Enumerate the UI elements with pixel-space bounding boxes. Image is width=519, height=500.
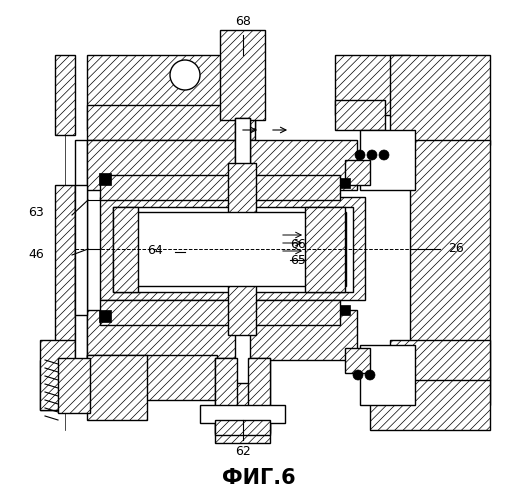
Bar <box>87 140 357 190</box>
Circle shape <box>379 150 389 160</box>
Bar <box>340 305 350 315</box>
Bar <box>87 355 217 400</box>
Bar <box>87 55 255 130</box>
Text: 64: 64 <box>147 244 163 256</box>
Bar <box>40 340 75 410</box>
Circle shape <box>353 370 363 380</box>
Bar <box>335 100 385 130</box>
Text: 63: 63 <box>28 206 44 218</box>
Circle shape <box>365 370 375 380</box>
Bar <box>248 358 270 433</box>
Bar <box>55 55 75 135</box>
Bar <box>55 185 75 360</box>
Bar <box>118 212 346 286</box>
Bar <box>360 130 415 190</box>
Text: 46: 46 <box>28 248 44 262</box>
Bar <box>113 207 353 292</box>
Bar <box>99 173 111 185</box>
Bar <box>215 358 237 433</box>
Bar <box>228 285 256 335</box>
Bar <box>345 348 370 373</box>
Bar <box>305 207 345 292</box>
Text: 26: 26 <box>448 242 464 256</box>
Bar <box>215 358 270 443</box>
Bar <box>100 300 340 325</box>
Bar <box>340 178 350 188</box>
Bar <box>228 163 256 213</box>
Text: 65: 65 <box>290 254 306 266</box>
Circle shape <box>355 150 365 160</box>
Circle shape <box>170 60 200 90</box>
Bar <box>113 207 138 292</box>
Bar <box>100 197 365 300</box>
Bar <box>215 420 270 435</box>
Bar <box>58 358 90 413</box>
Bar <box>220 30 265 120</box>
Bar <box>87 310 357 360</box>
Text: 68: 68 <box>235 15 251 28</box>
Bar <box>410 140 490 380</box>
Circle shape <box>367 150 377 160</box>
Bar <box>235 118 250 383</box>
Text: ФИГ.6: ФИГ.6 <box>222 468 296 488</box>
Bar <box>87 105 255 140</box>
Bar <box>360 345 415 405</box>
Bar <box>390 340 490 405</box>
Bar <box>75 140 87 360</box>
Bar <box>75 185 87 315</box>
Bar <box>100 175 340 200</box>
Bar <box>200 405 285 423</box>
Bar <box>335 55 410 115</box>
Bar <box>390 55 490 145</box>
Bar <box>99 310 111 322</box>
Text: 66: 66 <box>290 238 306 250</box>
Bar <box>370 380 490 430</box>
Text: 62: 62 <box>235 445 251 458</box>
Bar <box>235 118 250 163</box>
Bar <box>345 160 370 185</box>
Bar <box>40 360 58 410</box>
Bar <box>87 355 147 420</box>
